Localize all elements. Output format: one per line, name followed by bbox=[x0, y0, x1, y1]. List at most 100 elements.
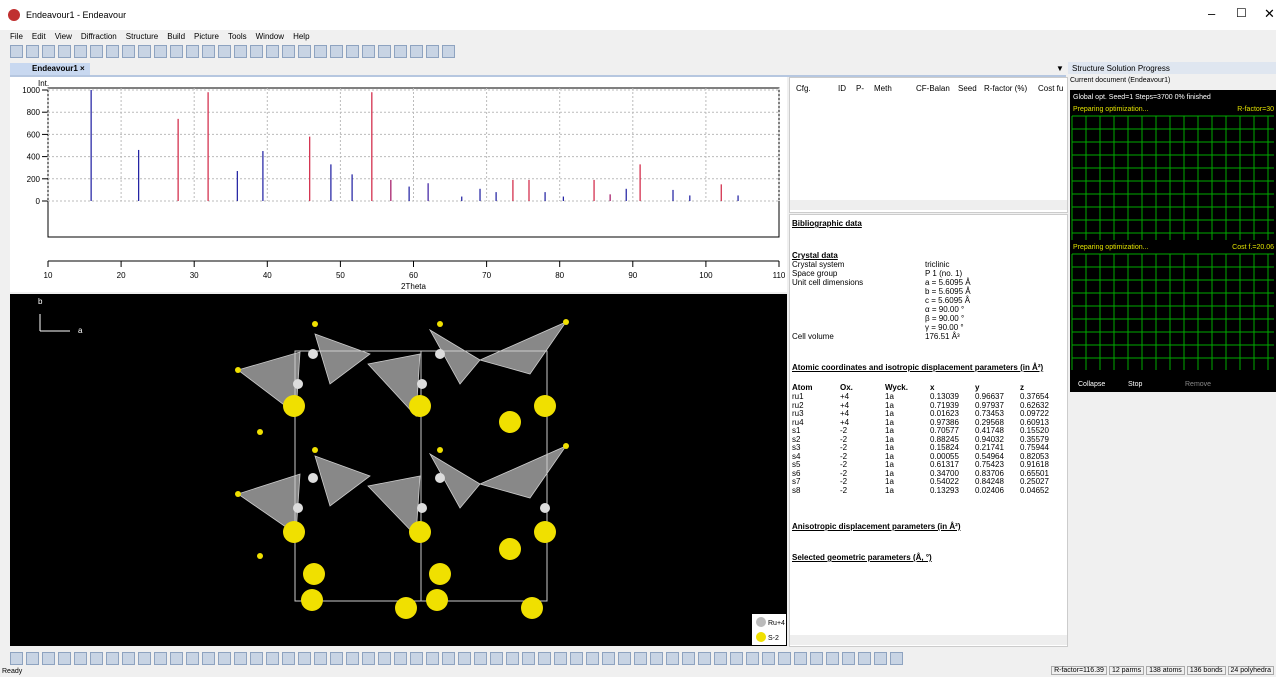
menu-item[interactable]: Build bbox=[167, 32, 185, 41]
tool-button[interactable] bbox=[26, 652, 39, 665]
tool-button[interactable] bbox=[826, 652, 839, 665]
tool-button[interactable] bbox=[778, 652, 791, 665]
tool-button[interactable] bbox=[106, 45, 119, 58]
tool-button[interactable] bbox=[666, 652, 679, 665]
maximize[interactable]: ☐ bbox=[1236, 6, 1247, 20]
stop-button[interactable]: Stop bbox=[1128, 381, 1143, 388]
tool-button[interactable] bbox=[378, 45, 391, 58]
tool-button[interactable] bbox=[218, 45, 231, 58]
tool-button[interactable] bbox=[74, 652, 87, 665]
tool-button[interactable] bbox=[458, 652, 471, 665]
tool-button[interactable] bbox=[890, 652, 903, 665]
menu-item[interactable]: Tools bbox=[228, 32, 247, 41]
tool-button[interactable] bbox=[362, 45, 375, 58]
tool-button[interactable] bbox=[122, 652, 135, 665]
tool-button[interactable] bbox=[90, 652, 103, 665]
collapse-button[interactable]: Collapse bbox=[1078, 381, 1105, 388]
tool-button[interactable] bbox=[250, 45, 263, 58]
tool-button[interactable] bbox=[170, 45, 183, 58]
tool-button[interactable] bbox=[314, 652, 327, 665]
tool-button[interactable] bbox=[746, 652, 759, 665]
tool-button[interactable] bbox=[682, 652, 695, 665]
tool-button[interactable] bbox=[90, 45, 103, 58]
tool-button[interactable] bbox=[186, 652, 199, 665]
tool-button[interactable] bbox=[346, 45, 359, 58]
tool-button[interactable] bbox=[282, 652, 295, 665]
tool-button[interactable] bbox=[170, 652, 183, 665]
tool-button[interactable] bbox=[42, 652, 55, 665]
tool-button[interactable] bbox=[314, 45, 327, 58]
tool-button[interactable] bbox=[202, 652, 215, 665]
minimize[interactable]: – bbox=[1208, 6, 1215, 21]
tool-button[interactable] bbox=[794, 652, 807, 665]
h-scrollbar[interactable] bbox=[790, 635, 1067, 645]
tool-button[interactable] bbox=[698, 652, 711, 665]
tool-button[interactable] bbox=[74, 45, 87, 58]
menu-item[interactable]: View bbox=[55, 32, 72, 41]
tool-button[interactable] bbox=[858, 652, 871, 665]
tool-button[interactable] bbox=[186, 45, 199, 58]
tool-button[interactable] bbox=[234, 652, 247, 665]
tool-button[interactable] bbox=[298, 45, 311, 58]
tool-button[interactable] bbox=[506, 652, 519, 665]
tool-button[interactable] bbox=[842, 652, 855, 665]
menu-item[interactable]: Help bbox=[293, 32, 309, 41]
menu-item[interactable]: Structure bbox=[126, 32, 158, 41]
tool-button[interactable] bbox=[410, 45, 423, 58]
tool-button[interactable] bbox=[410, 652, 423, 665]
tool-button[interactable] bbox=[730, 652, 743, 665]
tool-button[interactable] bbox=[42, 45, 55, 58]
tool-button[interactable] bbox=[570, 652, 583, 665]
document-tab[interactable]: Endeavour1 × bbox=[10, 63, 90, 75]
tool-button[interactable] bbox=[650, 652, 663, 665]
tool-button[interactable] bbox=[298, 652, 311, 665]
tool-button[interactable] bbox=[474, 652, 487, 665]
tool-button[interactable] bbox=[218, 652, 231, 665]
tool-button[interactable] bbox=[394, 652, 407, 665]
tool-button[interactable] bbox=[250, 652, 263, 665]
tool-button[interactable] bbox=[330, 45, 343, 58]
tool-button[interactable] bbox=[122, 45, 135, 58]
tool-button[interactable] bbox=[282, 45, 295, 58]
tool-button[interactable] bbox=[714, 652, 727, 665]
h-scrollbar[interactable] bbox=[790, 200, 1067, 210]
menu-item[interactable]: Picture bbox=[194, 32, 219, 41]
tool-button[interactable] bbox=[554, 652, 567, 665]
menu-item[interactable]: Diffraction bbox=[81, 32, 117, 41]
tool-button[interactable] bbox=[234, 45, 247, 58]
remove-button[interactable]: Remove bbox=[1185, 381, 1211, 388]
tool-button[interactable] bbox=[586, 652, 599, 665]
tool-button[interactable] bbox=[442, 45, 455, 58]
tool-button[interactable] bbox=[426, 652, 439, 665]
tool-button[interactable] bbox=[378, 652, 391, 665]
tab-menu[interactable]: ▼ bbox=[1056, 64, 1064, 73]
tool-button[interactable] bbox=[10, 45, 23, 58]
tool-button[interactable] bbox=[138, 652, 151, 665]
tool-button[interactable] bbox=[426, 45, 439, 58]
tool-button[interactable] bbox=[266, 45, 279, 58]
tool-button[interactable] bbox=[202, 45, 215, 58]
menu-item[interactable]: File bbox=[10, 32, 23, 41]
tool-button[interactable] bbox=[138, 45, 151, 58]
tool-button[interactable] bbox=[266, 652, 279, 665]
tool-button[interactable] bbox=[810, 652, 823, 665]
tool-button[interactable] bbox=[154, 652, 167, 665]
tool-button[interactable] bbox=[442, 652, 455, 665]
close[interactable]: ✕ bbox=[1264, 6, 1275, 22]
tool-button[interactable] bbox=[26, 45, 39, 58]
tool-button[interactable] bbox=[330, 652, 343, 665]
tool-button[interactable] bbox=[618, 652, 631, 665]
menu-item[interactable]: Edit bbox=[32, 32, 46, 41]
tool-button[interactable] bbox=[762, 652, 775, 665]
tool-button[interactable] bbox=[874, 652, 887, 665]
tool-button[interactable] bbox=[346, 652, 359, 665]
tool-button[interactable] bbox=[106, 652, 119, 665]
tool-button[interactable] bbox=[602, 652, 615, 665]
tool-button[interactable] bbox=[538, 652, 551, 665]
tool-button[interactable] bbox=[490, 652, 503, 665]
tool-button[interactable] bbox=[58, 652, 71, 665]
tool-button[interactable] bbox=[394, 45, 407, 58]
tool-button[interactable] bbox=[154, 45, 167, 58]
tool-button[interactable] bbox=[634, 652, 647, 665]
menu-item[interactable]: Window bbox=[256, 32, 284, 41]
